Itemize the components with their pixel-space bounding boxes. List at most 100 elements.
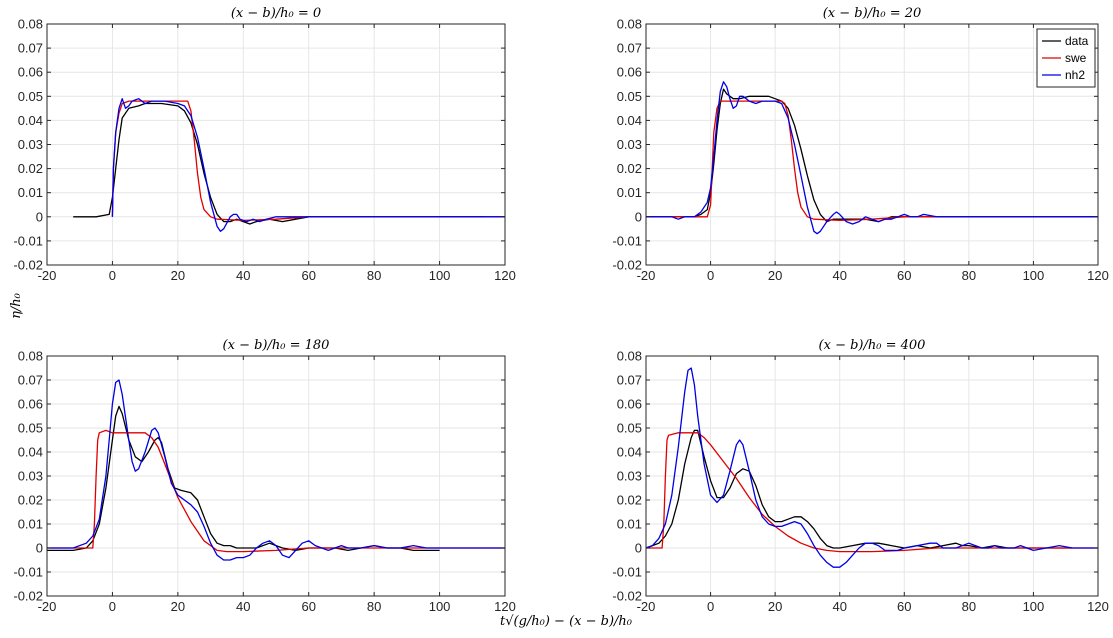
y-axis-label: η/h₀ xyxy=(9,292,24,319)
x-tick-label: 40 xyxy=(236,268,250,283)
y-tick-label: 0.08 xyxy=(18,349,43,364)
series-line-swe xyxy=(111,100,505,222)
legend-label-swe: swe xyxy=(1065,51,1087,65)
y-tick-label: 0.02 xyxy=(18,161,43,176)
x-tick-label: -20 xyxy=(637,268,656,283)
y-tick-label: -0.01 xyxy=(13,565,43,580)
y-tick-label: 0.03 xyxy=(617,137,642,152)
legend: data swe nh2 xyxy=(1036,28,1096,88)
x-tick-label: 20 xyxy=(768,268,782,283)
y-tick-label: 0 xyxy=(36,209,43,224)
y-tick-label: -0.01 xyxy=(612,233,642,248)
y-tick-label: 0.08 xyxy=(617,349,642,364)
x-tick-label: 60 xyxy=(897,599,911,614)
x-tick-label: 100 xyxy=(1023,268,1045,283)
legend-label-nh2: nh2 xyxy=(1065,68,1085,82)
x-tick-label: 120 xyxy=(494,599,516,614)
y-tick-label: 0.05 xyxy=(18,421,43,436)
x-tick-label: 100 xyxy=(429,599,451,614)
x-tick-label: 120 xyxy=(1087,599,1109,614)
y-tick-label: 0.03 xyxy=(18,469,43,484)
y-tick-label: 0 xyxy=(635,541,642,556)
y-tick-label: 0.04 xyxy=(617,445,642,460)
y-tick-label: -0.02 xyxy=(612,258,642,273)
subplot-title: (x − b)/h₀ = 0 xyxy=(231,6,321,21)
y-tick-label: -0.02 xyxy=(13,589,43,604)
x-tick-label: 60 xyxy=(301,599,315,614)
y-tick-label: 0.01 xyxy=(617,517,642,532)
y-tick-label: 0.06 xyxy=(18,65,43,80)
x-tick-label: 20 xyxy=(768,599,782,614)
series-group xyxy=(47,379,505,561)
y-tick-label: 0.06 xyxy=(617,397,642,412)
y-tick-label: 0.08 xyxy=(18,17,43,32)
y-tick-label: 0.05 xyxy=(617,89,642,104)
series-line-data xyxy=(47,405,440,552)
y-tick-label: 0.04 xyxy=(617,113,642,128)
y-tick-label: 0.06 xyxy=(18,397,43,412)
x-tick-label: 60 xyxy=(301,268,315,283)
y-tick-label: 0.02 xyxy=(18,493,43,508)
y-tick-label: 0.07 xyxy=(617,41,642,56)
x-tick-label: 20 xyxy=(171,599,185,614)
y-tick-label: 0.04 xyxy=(18,113,43,128)
y-tick-label: 0.02 xyxy=(617,493,642,508)
x-tick-label: 40 xyxy=(832,268,846,283)
y-tick-label: 0.03 xyxy=(18,137,43,152)
y-tick-label: -0.01 xyxy=(13,233,43,248)
series-line-nh2 xyxy=(646,81,1098,235)
series-line-data xyxy=(646,429,1073,549)
series-group xyxy=(73,98,505,232)
series-group xyxy=(646,367,1098,568)
x-axis-label: t√(g/h₀) − (x − b)/h₀ xyxy=(500,614,633,629)
x-tick-label: 100 xyxy=(429,268,451,283)
x-tick-label: 80 xyxy=(367,599,381,614)
y-tick-label: 0.06 xyxy=(617,65,642,80)
y-tick-label: 0.02 xyxy=(617,161,642,176)
subplot-2: -20 0 20 40 60 80 100 120 -0.02 -0.01 0 0.01 0.02 0.0… xyxy=(612,6,1108,283)
x-tick-label: 40 xyxy=(236,599,250,614)
y-tick-label: 0.05 xyxy=(18,89,43,104)
x-tick-label: -20 xyxy=(637,599,656,614)
series-line-swe xyxy=(646,100,1098,222)
y-tick-label: 0.01 xyxy=(617,185,642,200)
y-tick-label: -0.02 xyxy=(13,258,43,273)
y-tick-label: 0.03 xyxy=(617,469,642,484)
x-tick-label: 120 xyxy=(494,268,516,283)
x-tick-label: 120 xyxy=(1087,268,1109,283)
y-tick-label: -0.02 xyxy=(612,589,642,604)
x-tick-label: 60 xyxy=(897,268,911,283)
series-line-nh2 xyxy=(111,98,505,232)
x-tick-label: 40 xyxy=(832,599,846,614)
subplot-panels: -20 0 20 40 60 80 100 120 -0.02 -0.01 0 0.01 0.02 0.0… xyxy=(13,6,1108,614)
subplot-title: (x − b)/h₀ = 180 xyxy=(223,338,330,353)
x-tick-label: 20 xyxy=(171,268,185,283)
y-tick-label: 0.01 xyxy=(18,517,43,532)
x-tick-label: 80 xyxy=(962,268,976,283)
y-tick-label: 0.01 xyxy=(18,185,43,200)
legend-label-data: data xyxy=(1065,34,1089,48)
x-tick-label: 0 xyxy=(109,268,116,283)
series-line-nh2 xyxy=(646,367,1098,568)
y-tick-label: 0.04 xyxy=(18,445,43,460)
x-tick-label: 0 xyxy=(109,599,116,614)
y-tick-label: 0.05 xyxy=(617,421,642,436)
y-tick-label: 0 xyxy=(36,541,43,556)
x-tick-label: 100 xyxy=(1023,599,1045,614)
x-tick-label: -20 xyxy=(38,599,57,614)
y-tick-label: 0.07 xyxy=(617,373,642,388)
y-tick-label: -0.01 xyxy=(612,565,642,580)
y-tick-label: 0.07 xyxy=(18,41,43,56)
x-tick-label: 0 xyxy=(707,599,714,614)
subplot-title: (x − b)/h₀ = 400 xyxy=(819,338,926,353)
subplot-title: (x − b)/h₀ = 20 xyxy=(823,6,922,21)
y-tick-label: 0.07 xyxy=(18,373,43,388)
x-tick-label: -20 xyxy=(38,268,57,283)
subplot-4: -20 0 20 40 60 80 100 120 -0.02 -0.01 0 0.01 0.02 0.0… xyxy=(612,338,1108,614)
x-tick-label: 0 xyxy=(707,268,714,283)
x-tick-label: 80 xyxy=(962,599,976,614)
y-tick-label: 0.08 xyxy=(617,17,642,32)
series-line-nh2 xyxy=(47,379,505,561)
y-tick-label: 0 xyxy=(635,209,642,224)
